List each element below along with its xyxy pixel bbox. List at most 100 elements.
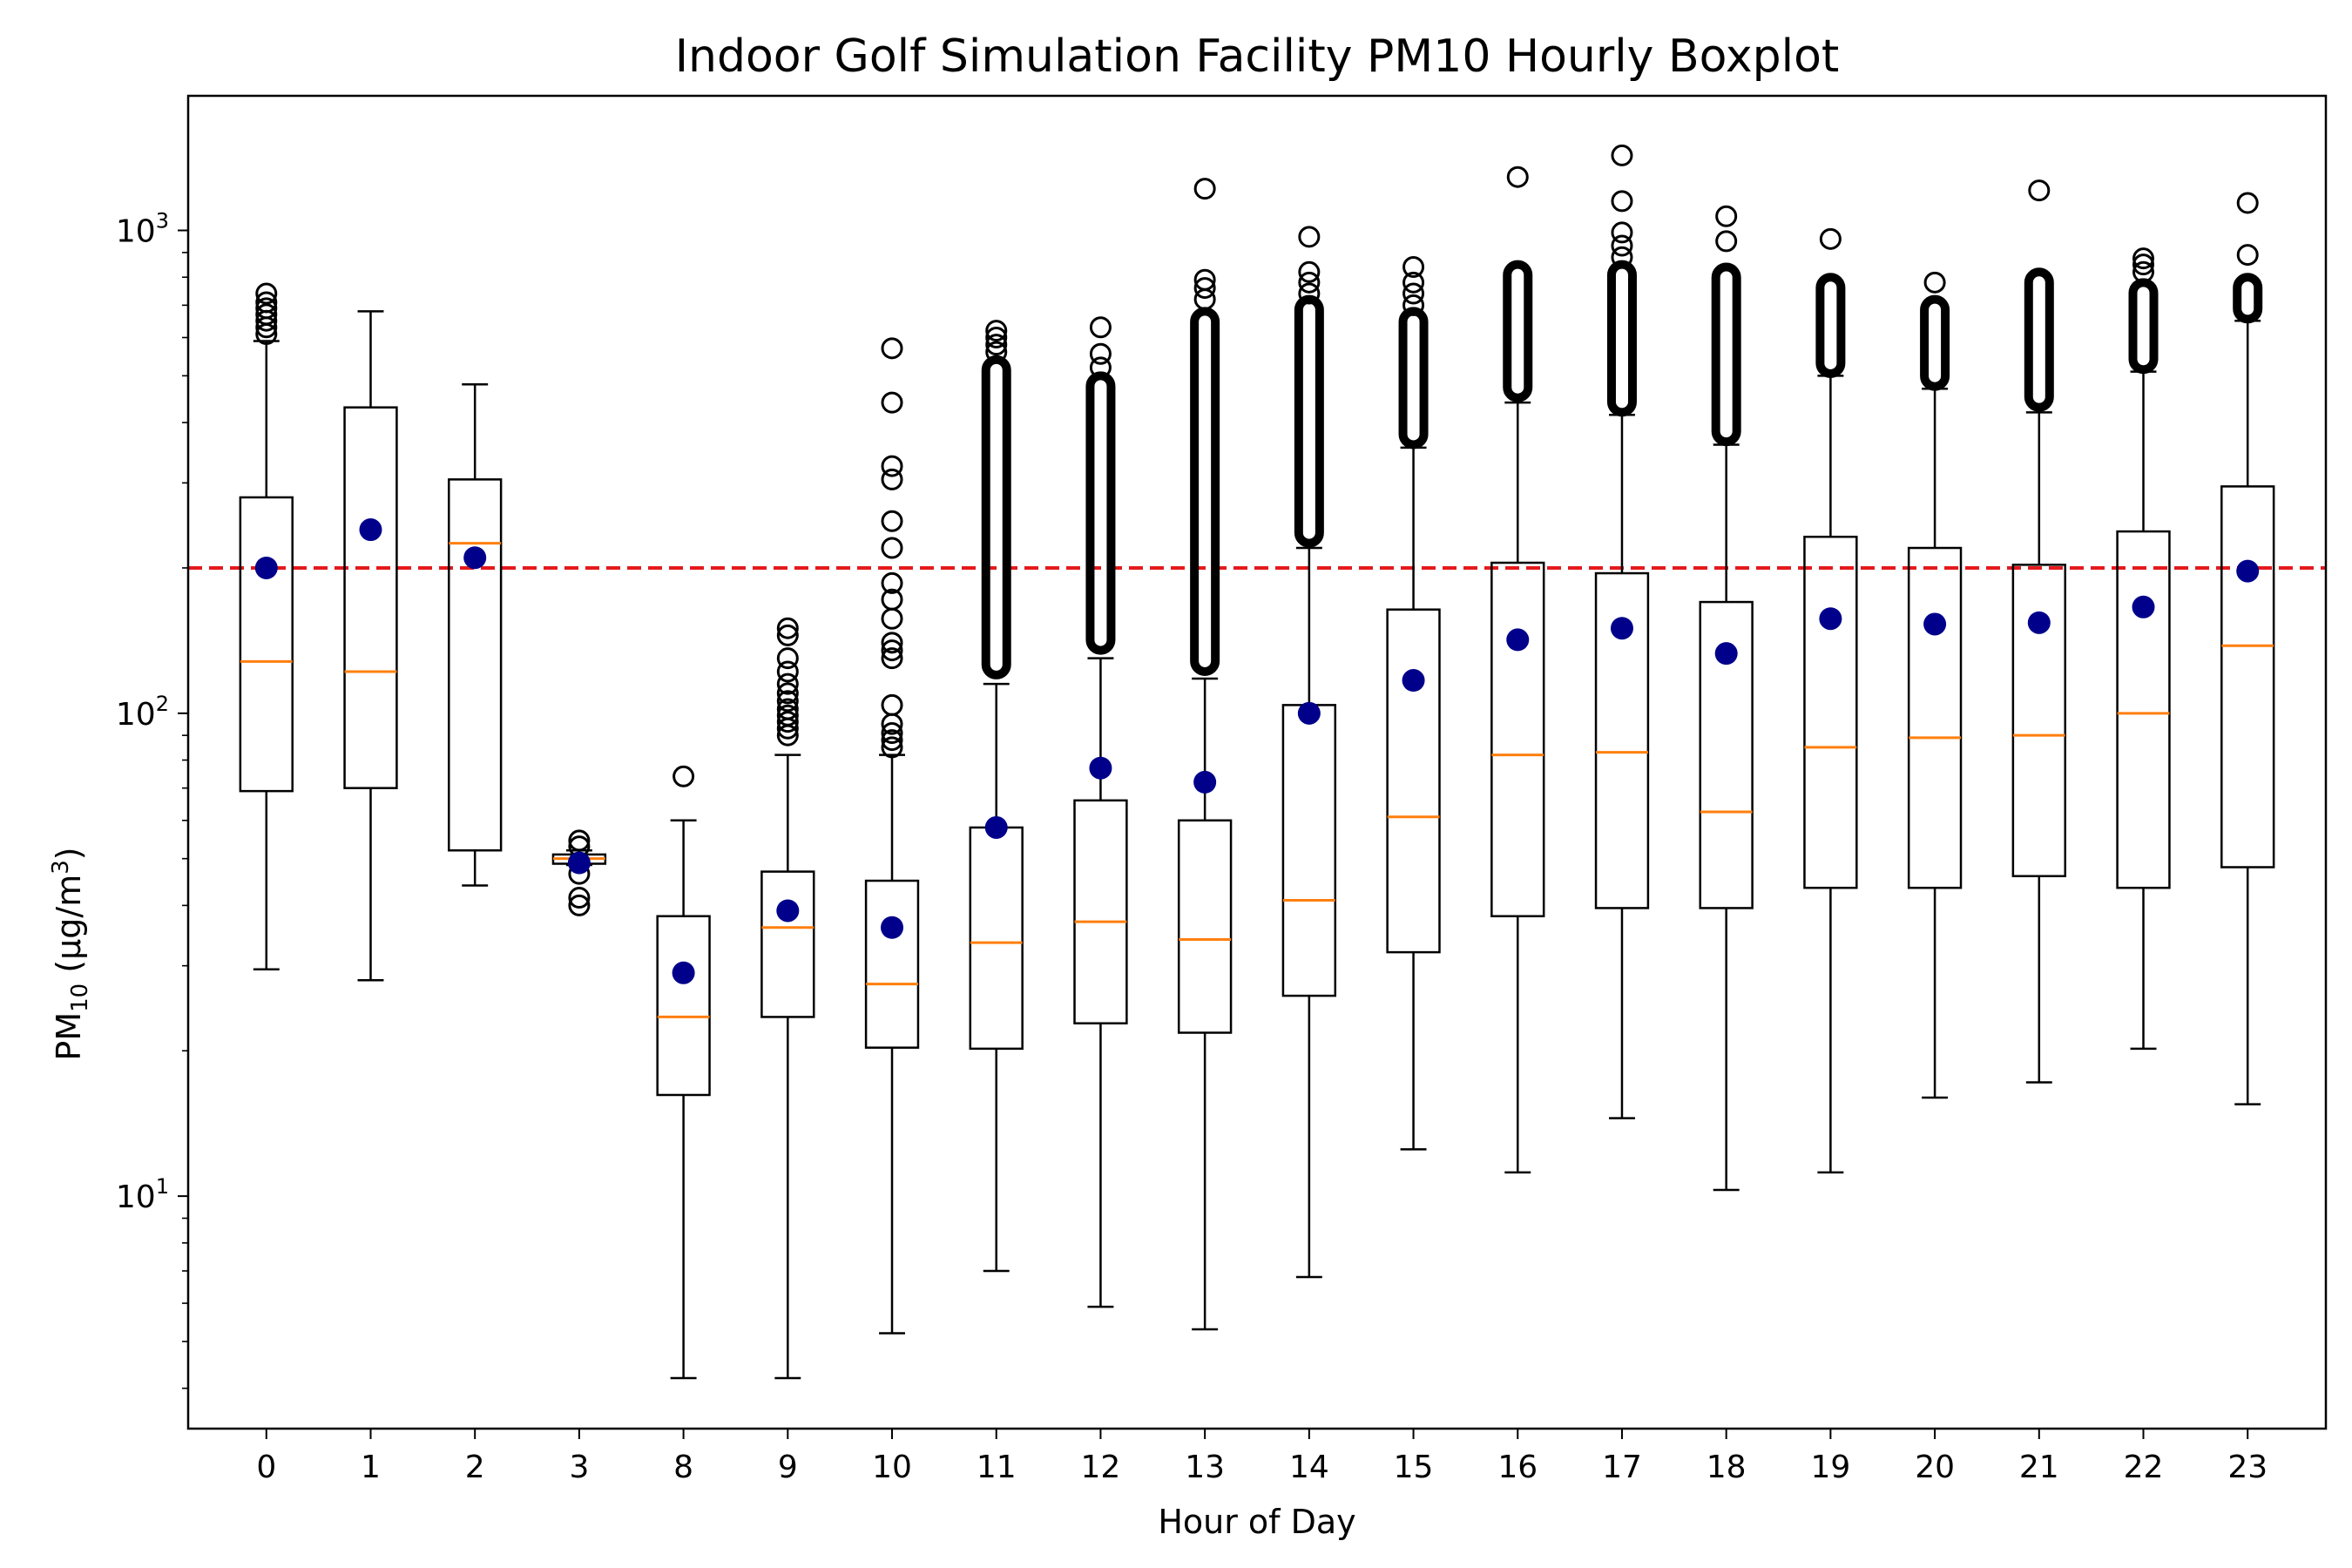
box-group-hour-13: 13 — [1177, 178, 1233, 1485]
outlier-point — [776, 617, 799, 639]
outlier-point — [1193, 277, 1216, 300]
mean-marker — [1714, 642, 1738, 666]
box-group-hour-22: 22 — [2116, 247, 2171, 1485]
outlier-point — [1402, 271, 1425, 294]
outlier-point — [1611, 234, 1633, 257]
dense-outliers — [1503, 260, 1533, 402]
outlier-point — [881, 537, 903, 559]
outlier-point — [881, 736, 903, 759]
iqr-box — [2220, 485, 2275, 868]
dense-outliers — [1398, 307, 1429, 449]
mean-marker — [881, 916, 904, 939]
y-tick-base: 10 — [116, 1179, 156, 1215]
dense-outliers — [1815, 273, 1846, 378]
y-tick-label: 103 — [116, 209, 169, 250]
iqr-box — [343, 406, 398, 789]
box-group-hour-9: 9 — [760, 617, 815, 1485]
outlier-point — [776, 690, 799, 713]
outlier-point — [776, 711, 799, 733]
outlier-point — [2132, 260, 2155, 283]
mean-marker — [254, 556, 278, 579]
x-tick-label: 14 — [1289, 1450, 1329, 1485]
x-tick-label: 18 — [1707, 1450, 1747, 1485]
outlier-point — [776, 672, 799, 695]
iqr-box — [2011, 564, 2066, 877]
outlier-point — [2236, 244, 2259, 267]
outlier-point — [881, 729, 903, 752]
box-group-hour-20: 20 — [1907, 271, 1963, 1485]
outlier-point — [1089, 356, 1112, 379]
mean-marker — [1402, 669, 1425, 693]
box-group-hour-12: 12 — [1073, 316, 1128, 1485]
y-axis-label: PM10 (μg/m3) — [48, 847, 93, 1060]
outlier-point — [568, 894, 591, 916]
x-tick-label: 12 — [1081, 1450, 1121, 1485]
box-group-hour-3: 3 — [551, 829, 607, 1485]
x-axis-label: Hour of Day — [1158, 1503, 1355, 1541]
y-axis-label-unit-close: ) — [50, 847, 88, 860]
dense-outliers — [1085, 371, 1116, 655]
box-group-hour-15: 15 — [1386, 255, 1441, 1485]
box-group-hour-2: 2 — [448, 382, 503, 1485]
outlier-point — [776, 647, 799, 670]
outlier-point — [881, 647, 903, 670]
outlier-point — [881, 455, 903, 477]
outlier-point — [881, 693, 903, 716]
y-tick-base: 10 — [116, 697, 156, 733]
outlier-point — [1819, 227, 1842, 250]
mean-marker — [1193, 770, 1217, 794]
y-tick-exponent: 2 — [156, 692, 169, 716]
y-axis-label-subscript: 10 — [67, 983, 93, 1012]
outlier-point — [2236, 192, 2259, 214]
dense-outliers — [1294, 294, 1324, 548]
x-tick-label: 16 — [1497, 1450, 1538, 1485]
outlier-point — [568, 887, 591, 909]
y-tick-base: 10 — [116, 214, 156, 250]
mean-marker — [1923, 612, 1947, 636]
outlier-point — [776, 682, 799, 705]
outlier-point — [1506, 166, 1529, 188]
outlier-point — [985, 334, 1008, 356]
box-group-hour-23: 23 — [2220, 192, 2275, 1485]
x-tick-label: 11 — [977, 1450, 1017, 1485]
x-tick-label: 21 — [2019, 1450, 2059, 1485]
y-tick-label: 102 — [116, 692, 169, 733]
iqr-box — [1386, 608, 1441, 954]
box-group-hour-18: 18 — [1699, 205, 1754, 1485]
x-tick-label: 19 — [1810, 1450, 1850, 1485]
outlier-point — [1298, 271, 1321, 294]
outlier-point — [1715, 230, 1738, 253]
x-tick-label: 10 — [872, 1450, 912, 1485]
box-group-hour-21: 21 — [2011, 179, 2066, 1485]
mean-marker — [2236, 559, 2260, 583]
outlier-point — [881, 722, 903, 745]
outlier-point — [776, 660, 799, 683]
iqr-box — [1177, 819, 1233, 1034]
mean-marker — [984, 815, 1008, 839]
iqr-box — [760, 870, 815, 1018]
iqr-box — [1073, 799, 1128, 1024]
outlier-point — [255, 303, 278, 326]
y-axis-label-unit: (μg/m — [50, 875, 88, 983]
outlier-point — [985, 341, 1008, 363]
mean-marker — [672, 961, 695, 984]
mean-marker — [359, 518, 382, 542]
iqr-box — [448, 478, 503, 852]
outlier-point — [255, 291, 278, 314]
dense-outliers — [1606, 260, 1637, 417]
outlier-point — [2132, 247, 2155, 270]
outlier-point — [776, 698, 799, 720]
outlier-point — [1402, 255, 1425, 278]
outlier-point — [1193, 178, 1216, 200]
x-tick-label: 3 — [569, 1450, 589, 1485]
iqr-box — [1907, 546, 1963, 889]
outlier-point — [1298, 260, 1321, 283]
y-tick-label: 101 — [116, 1174, 169, 1215]
x-tick-label: 1 — [361, 1450, 381, 1485]
box-group-hour-0: 0 — [239, 282, 294, 1485]
box-group-hour-10: 10 — [864, 337, 920, 1485]
mean-marker — [1819, 607, 1842, 631]
outlier-point — [1611, 221, 1633, 244]
